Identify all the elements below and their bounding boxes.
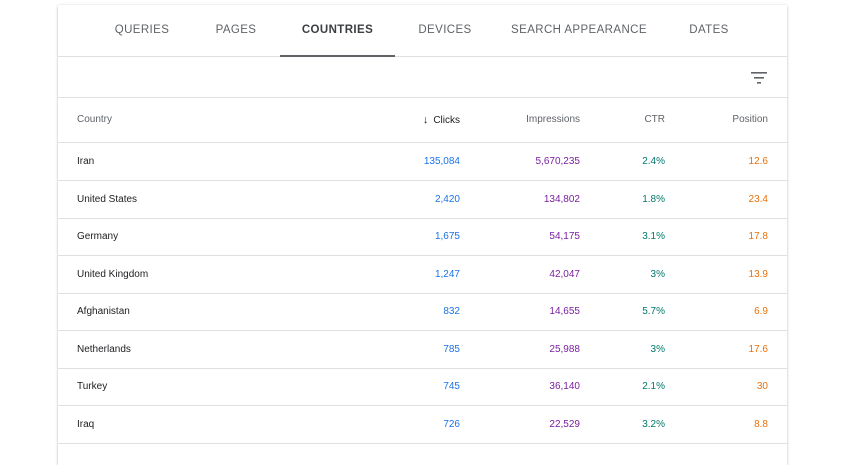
tab-pages[interactable]: PAGES xyxy=(206,5,266,56)
clicks-cell: 726 xyxy=(443,419,460,430)
table-row[interactable]: Iran 135,084 5,670,235 2.4% 12.6 xyxy=(58,143,787,181)
ctr-cell: 5.7% xyxy=(642,306,665,317)
filter-list-icon[interactable] xyxy=(751,72,767,84)
table-row[interactable]: United Kingdom 1,247 42,047 3% 13.9 xyxy=(58,256,787,294)
clicks-cell: 785 xyxy=(443,344,460,355)
table-row[interactable]: Netherlands 785 25,988 3% 17.6 xyxy=(58,331,787,369)
tab-countries[interactable]: COUNTRIES xyxy=(280,5,395,57)
column-header-clicks[interactable]: ↓ Clicks xyxy=(423,98,460,142)
impressions-cell: 54,175 xyxy=(549,231,580,242)
table-row[interactable]: United States 2,420 134,802 1.8% 23.4 xyxy=(58,181,787,219)
table-header-row: Country ↓ Clicks Impressions CTR Position xyxy=(58,98,787,143)
country-cell: United States xyxy=(77,194,138,205)
clicks-cell: 135,084 xyxy=(423,156,460,167)
impressions-cell: 14,655 xyxy=(549,306,580,317)
ctr-cell: 2.1% xyxy=(642,381,665,392)
table-toolbar xyxy=(58,57,787,98)
ctr-cell: 3% xyxy=(650,344,665,355)
tab-label: QUERIES xyxy=(114,24,170,36)
table-row[interactable]: Iraq 726 22,529 3.2% 8.8 xyxy=(58,406,787,444)
active-tab-indicator xyxy=(280,55,395,57)
impressions-cell: 36,140 xyxy=(549,381,580,392)
country-cell: Afghanistan xyxy=(77,306,130,317)
country-cell: Iraq xyxy=(77,419,95,430)
clicks-cell: 745 xyxy=(443,381,460,392)
tab-label: COUNTRIES xyxy=(301,24,374,36)
impressions-cell: 134,802 xyxy=(543,194,580,205)
tab-label: SEARCH APPEARANCE xyxy=(511,24,647,36)
clicks-cell: 1,675 xyxy=(434,231,460,242)
position-cell: 23.4 xyxy=(748,194,768,205)
tab-dates[interactable]: DATES xyxy=(676,5,742,56)
ctr-cell: 3.1% xyxy=(642,231,665,242)
ctr-cell: 3% xyxy=(650,269,665,280)
ctr-cell: 2.4% xyxy=(642,156,665,167)
column-header-country[interactable]: Country xyxy=(77,114,113,125)
clicks-cell: 1,247 xyxy=(434,269,460,280)
column-header-ctr[interactable]: CTR xyxy=(644,114,665,125)
clicks-cell: 832 xyxy=(443,306,460,317)
ctr-cell: 3.2% xyxy=(642,419,665,430)
country-cell: Turkey xyxy=(77,381,108,392)
country-cell: Netherlands xyxy=(77,344,131,355)
position-cell: 13.9 xyxy=(748,269,768,280)
impressions-cell: 42,047 xyxy=(549,269,580,280)
tab-devices[interactable]: DEVICES xyxy=(410,5,480,56)
position-cell: 30 xyxy=(756,381,768,392)
tab-search-appearance[interactable]: SEARCH APPEARANCE xyxy=(510,5,648,56)
tab-label: DEVICES xyxy=(418,24,472,36)
country-cell: Iran xyxy=(77,156,95,167)
impressions-cell: 25,988 xyxy=(549,344,580,355)
clicks-cell: 2,420 xyxy=(434,194,460,205)
table-row[interactable]: Afghanistan 832 14,655 5.7% 6.9 xyxy=(58,293,787,331)
position-cell: 6.9 xyxy=(754,306,768,317)
table-row[interactable]: Turkey 745 36,140 2.1% 30 xyxy=(58,368,787,406)
tab-label: DATES xyxy=(689,24,729,36)
position-cell: 8.8 xyxy=(754,419,768,430)
position-cell: 17.8 xyxy=(748,231,768,242)
performance-card: QUERIES PAGES COUNTRIES DEVICES SEARCH A… xyxy=(58,5,787,465)
position-cell: 12.6 xyxy=(748,156,768,167)
column-header-impressions[interactable]: Impressions xyxy=(526,114,580,125)
impressions-cell: 22,529 xyxy=(549,419,580,430)
table-row[interactable]: Germany 1,675 54,175 3.1% 17.8 xyxy=(58,218,787,256)
arrow-down-icon: ↓ xyxy=(422,114,429,126)
position-cell: 17.6 xyxy=(748,344,768,355)
tab-queries[interactable]: QUERIES xyxy=(106,5,178,56)
country-cell: Germany xyxy=(77,231,119,242)
column-header-position[interactable]: Position xyxy=(732,114,768,125)
country-cell: United Kingdom xyxy=(77,269,149,280)
ctr-cell: 1.8% xyxy=(642,194,665,205)
impressions-cell: 5,670,235 xyxy=(535,156,581,167)
column-header-clicks-label: Clicks xyxy=(433,115,460,126)
tab-bar: QUERIES PAGES COUNTRIES DEVICES SEARCH A… xyxy=(58,5,787,57)
tab-label: PAGES xyxy=(215,24,257,36)
